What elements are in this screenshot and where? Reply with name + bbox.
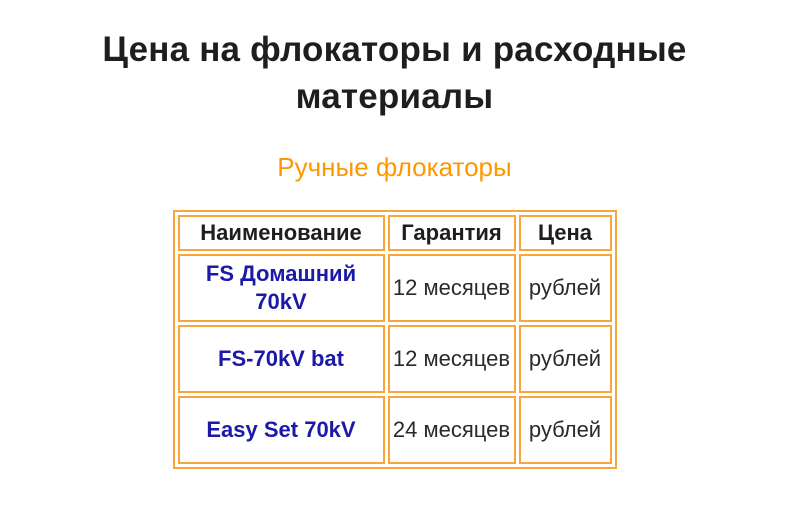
page-title: Цена на флокаторы и расходные материалы: [102, 30, 687, 116]
price-cell: рублей: [518, 325, 612, 393]
price-table: Наименование Гарантия Цена FS Домашний 7…: [172, 210, 617, 469]
warranty-cell: 12 месяцев: [387, 254, 516, 322]
product-cell: FS Домашний 70kV: [177, 254, 385, 322]
price-table-head: Наименование Гарантия Цена: [177, 215, 612, 251]
warranty-cell: 12 месяцев: [387, 325, 516, 393]
product-cell: Easy Set 70kV: [177, 396, 385, 464]
warranty-value: 24 месяцев: [392, 417, 511, 442]
table-row: FS-70kV bat 12 месяцев рублей: [177, 325, 612, 393]
header-warranty: Гарантия: [387, 215, 516, 251]
product-link[interactable]: FS Домашний 70kV: [205, 261, 357, 314]
table-row: Easy Set 70kV 24 месяцев рублей: [177, 396, 612, 464]
price-cell: рублей: [518, 396, 612, 464]
page: Цена на флокаторы и расходные материалы …: [0, 26, 789, 525]
header-row: Наименование Гарантия Цена: [177, 215, 612, 251]
product-link[interactable]: FS-70kV bat: [218, 346, 344, 371]
price-cell: рублей: [518, 254, 612, 322]
header-price: Цена: [518, 215, 612, 251]
product-link[interactable]: Easy Set 70kV: [206, 417, 356, 442]
table-row: FS Домашний 70kV 12 месяцев рублей: [177, 254, 612, 322]
warranty-cell: 24 месяцев: [387, 396, 516, 464]
price-value: рублей: [528, 417, 602, 442]
product-cell: FS-70kV bat: [177, 325, 385, 393]
warranty-value: 12 месяцев: [392, 275, 511, 300]
price-value: рублей: [528, 275, 602, 300]
price-table-body: FS Домашний 70kV 12 месяцев рублей FS-70…: [177, 254, 612, 464]
section-subtitle: Ручные флокаторы: [277, 152, 512, 182]
price-value: рублей: [528, 346, 602, 371]
warranty-value: 12 месяцев: [392, 346, 511, 371]
header-name: Наименование: [177, 215, 385, 251]
